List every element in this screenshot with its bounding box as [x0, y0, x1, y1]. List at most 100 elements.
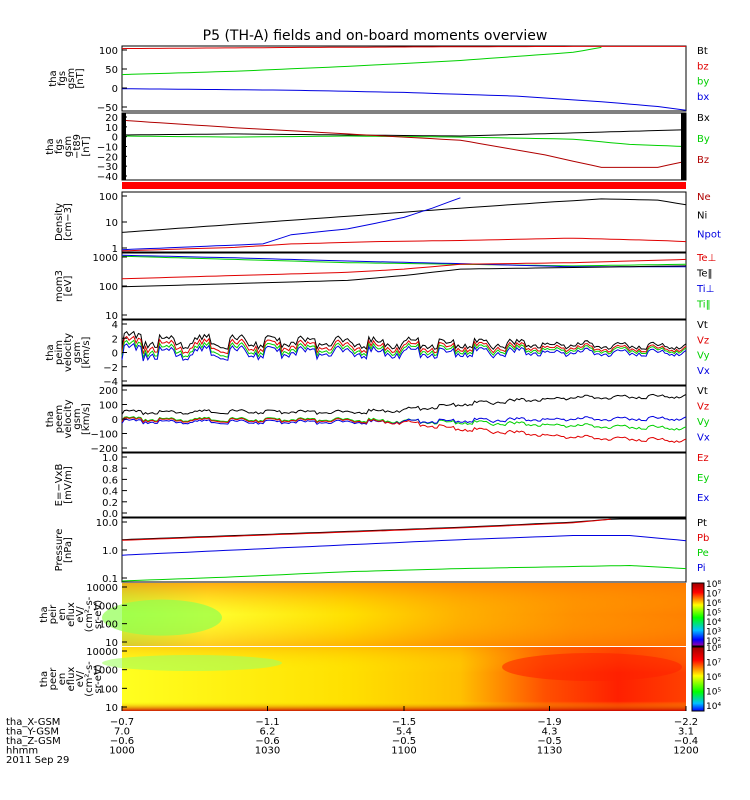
series-p3-Ne [121, 237, 687, 252]
legend-Pt: Pt [697, 518, 707, 529]
ylabel-line: sr-eV) [93, 600, 104, 629]
ytick-label: 1000 [93, 666, 118, 677]
legend-Ez: Ez [697, 453, 709, 464]
legend-Pb: Pb [697, 533, 709, 544]
panel-frame-p7 [121, 452, 687, 518]
series-p5-Vy [121, 339, 687, 358]
ylabel-line: fgs [54, 139, 65, 154]
ytick-label: 0 [112, 349, 118, 360]
ytick-label: 0 [112, 84, 118, 95]
ylabel-line: Density [54, 203, 65, 241]
ylabel-line: (cm²-s- [84, 661, 95, 697]
ylabel-line: [nT] [81, 136, 92, 156]
ytick-label: 10 [105, 703, 118, 714]
ylabel-line: (cm²-s- [84, 596, 95, 632]
ylabel-line: eV/ [75, 606, 86, 623]
xrow-value: −0.5 [392, 736, 416, 747]
ytick-label: 100 [99, 684, 118, 695]
series-p2-Bx [121, 129, 687, 137]
ylabel-line: E=−VxB [54, 464, 65, 507]
ytick-label: −2 [103, 363, 118, 374]
gap-marker [681, 113, 686, 180]
ytick-label: −10 [97, 143, 118, 154]
ytick-label: 0.8 [102, 464, 118, 475]
panel-frame-p4 [121, 252, 687, 320]
ytick-label: 10000 [86, 583, 118, 594]
xrow-label: tha_X-GSM [6, 717, 60, 728]
ytick-label: 10.0 [96, 518, 118, 529]
ytick-label: 0.1 [102, 574, 118, 585]
series-p8-Pe [121, 564, 687, 582]
legend-bx: bx [697, 92, 709, 103]
ytick-label: 0.2 [102, 498, 118, 509]
legend-Npot: Npot [697, 229, 721, 240]
series-p4-Ti‖ [121, 255, 687, 267]
series-p8-Pt [121, 518, 686, 541]
legend-Ti⊥: Ti⊥ [696, 284, 714, 295]
ytick-label: −20 [97, 152, 118, 163]
ytick-label: 100 [99, 401, 118, 412]
ytick-label: 20 [105, 113, 118, 124]
series-p6-Vx [121, 415, 687, 425]
series-p5-Vx [121, 342, 687, 362]
ylabel-line: −t89 [72, 134, 83, 159]
legend-Vz: Vz [697, 402, 709, 413]
xrow-value: −1.9 [537, 717, 561, 728]
colorbar-label: 10⁷ [706, 590, 721, 600]
ytick-label: 1.0 [102, 453, 118, 464]
xrow-value: −1.5 [392, 717, 416, 728]
ylabel-line: mom3 [54, 270, 65, 302]
ytick-label: 100 [99, 46, 118, 57]
legend-Ni: Ni [697, 211, 707, 222]
series-p3-Ni [121, 198, 687, 233]
series-p1-bz [121, 45, 686, 50]
ylabel-line: eflux [66, 602, 77, 627]
ytick-label: −50 [97, 103, 118, 114]
ytick-label: −100 [91, 430, 118, 441]
xrow-label: hhmm [6, 746, 38, 757]
ytick-label: 10 [105, 311, 118, 322]
series-p1-by [121, 46, 602, 76]
ylabel-line: eflux [66, 667, 77, 692]
ylabel-line: [km/s] [81, 403, 92, 435]
xrow-value: 4.3 [542, 727, 558, 738]
legend-Ex: Ex [697, 493, 709, 504]
ytick-label: 100 [99, 620, 118, 631]
ytick-label: −40 [97, 172, 118, 183]
ylabel-line: gsm [72, 342, 83, 363]
ylabel-line: peer [48, 667, 59, 691]
ylabel-line: en [57, 673, 68, 686]
ylabel-line: tha [48, 70, 59, 86]
ylabel-line: tha [45, 344, 56, 360]
xrow-value: 1030 [255, 746, 280, 757]
xrow-value: −2.2 [674, 717, 698, 728]
xrow-value: 5.4 [396, 727, 412, 738]
panel-frame-p3 [121, 191, 687, 253]
ylabel-line: eV/ [75, 670, 86, 687]
ylabel-line: [eV] [63, 276, 74, 297]
ylabel-line: gsm [72, 408, 83, 429]
colorbar-p9 [691, 582, 705, 647]
xrow-value: 1100 [391, 746, 416, 757]
colorbar-label: 10⁷ [706, 659, 721, 669]
ylabel-line: tha [45, 138, 56, 154]
xrow-label: tha_Z-GSM [6, 736, 61, 747]
colorbar-label: 10² [706, 637, 721, 647]
legend-Ne: Ne [697, 192, 711, 203]
legend-Ti‖: Ti‖ [696, 300, 711, 311]
ytick-label: 0.4 [102, 487, 118, 498]
legend-Ey: Ey [697, 473, 709, 484]
ytick-label: 10000 [86, 647, 118, 658]
ylabel-line: peir [48, 604, 59, 624]
colorbar-label: 10⁶ [706, 673, 721, 683]
colorbar-label: 10⁶ [706, 599, 721, 609]
series-p3-Npot [121, 197, 461, 251]
ytick-label: 100 [99, 282, 118, 293]
ylabel-line: [nPa] [63, 537, 74, 563]
xrow-value: 1200 [673, 746, 698, 757]
ytick-label: 0.0 [102, 509, 118, 520]
series-p8-Pi [121, 535, 687, 556]
colorbar-label: 10⁸ [706, 644, 721, 654]
panel-frame-p5 [121, 319, 687, 386]
